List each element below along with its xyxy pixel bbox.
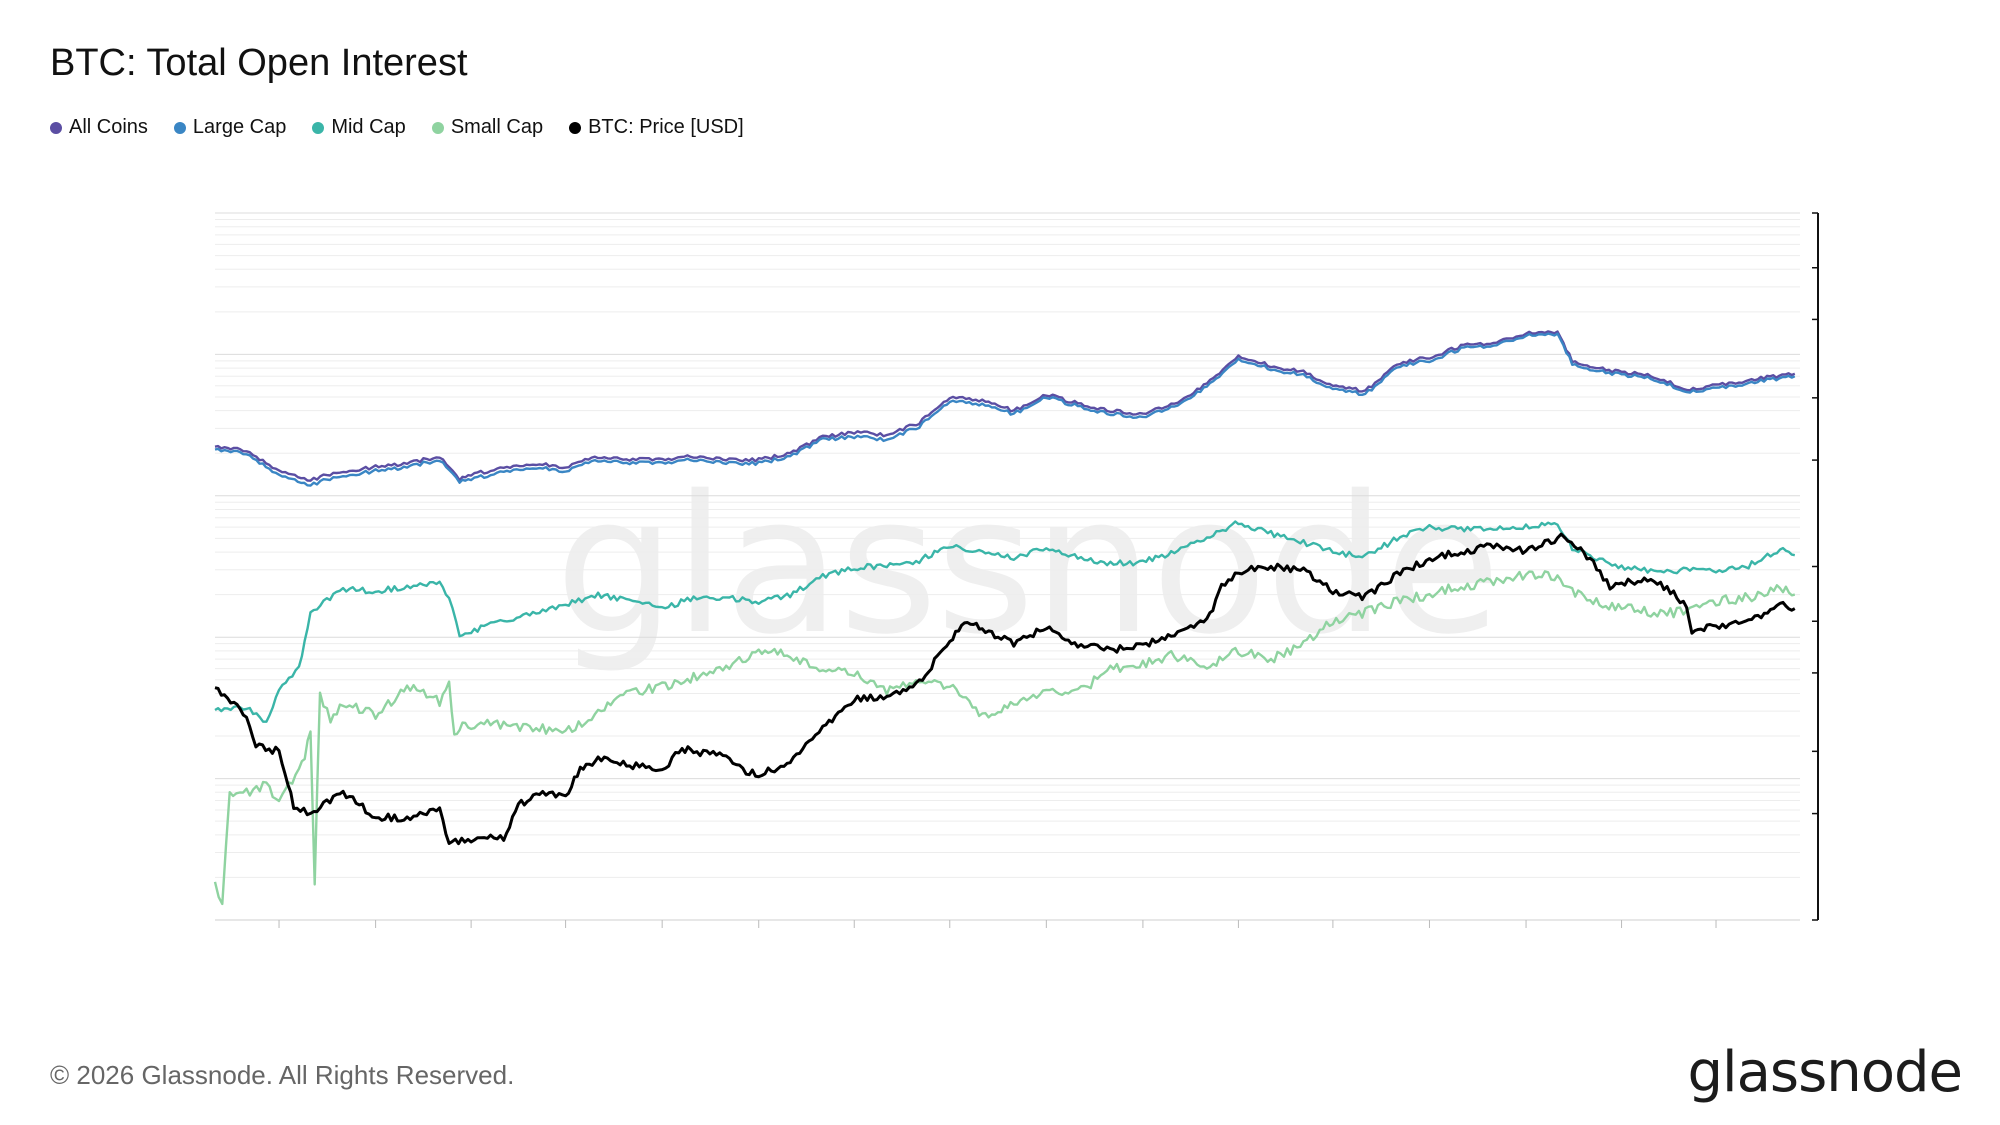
copyright-footer: © 2026 Glassnode. All Rights Reserved. <box>50 1060 515 1090</box>
series-line-small-cap <box>213 570 1796 906</box>
legend-item-mid-cap[interactable]: Mid Cap <box>312 116 406 139</box>
legend-item-small-cap[interactable]: Small Cap <box>431 116 544 139</box>
legend-label: Small Cap <box>450 116 544 138</box>
legend-item-btc-price[interactable]: BTC: Price [USD] <box>569 116 744 139</box>
legend-swatch <box>569 121 582 134</box>
legend-item-large-cap[interactable]: Large Cap <box>173 116 287 139</box>
series-line-large-cap <box>214 332 1796 487</box>
legend-label: Mid Cap <box>331 116 406 138</box>
legend: All Coins Large Cap Mid Cap Small Cap BT… <box>50 116 744 139</box>
series-line-all-coins <box>214 330 1796 482</box>
glassnode-logo: glassnode <box>1687 1040 1963 1105</box>
chart-title: BTC: Total Open Interest <box>50 42 468 84</box>
series-line-mid-cap <box>214 520 1796 723</box>
legend-label: Large Cap <box>192 116 287 138</box>
legend-swatch <box>50 121 62 134</box>
legend-swatch <box>431 121 444 134</box>
legend-label: BTC: Price [USD] <box>588 116 744 138</box>
legend-item-all-coins[interactable]: All Coins <box>50 116 148 139</box>
legend-swatch <box>312 121 325 134</box>
series-line-btc-price <box>214 532 1796 846</box>
legend-label: All Coins <box>69 116 148 138</box>
grid <box>215 218 1800 921</box>
legend-swatch <box>173 121 186 134</box>
